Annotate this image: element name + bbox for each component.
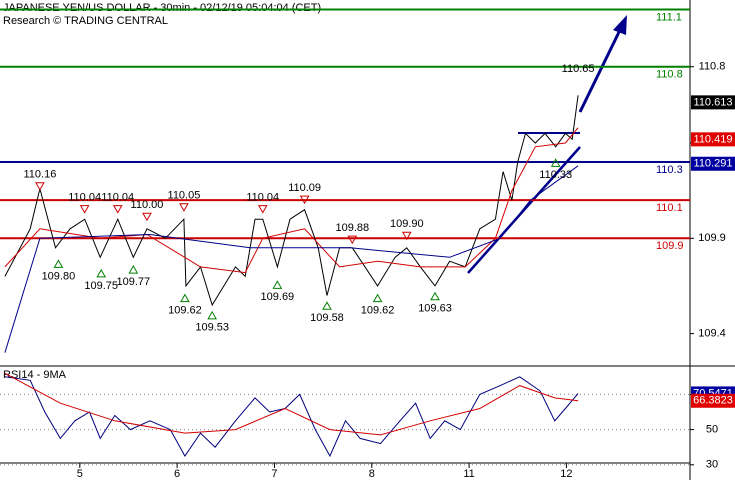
series-line — [4, 165, 579, 353]
level-label: 111.1 — [656, 11, 682, 23]
series-line — [4, 376, 579, 458]
last-value-box — [691, 156, 735, 171]
high-label: 110.04 — [246, 192, 279, 204]
y-tick-label: 50 — [706, 423, 718, 435]
level-label: 109.9 — [656, 240, 684, 252]
high-label: 110.16 — [23, 169, 56, 181]
chart-subtitle: Research © TRADING CENTRAL — [3, 15, 168, 27]
high-marker — [142, 212, 152, 222]
last-value-label: 110.291 — [694, 158, 733, 170]
x-tick-label: 8 — [369, 468, 375, 480]
low-marker — [430, 291, 440, 301]
high-label: 110.05 — [168, 190, 201, 202]
low-label: 109.58 — [310, 312, 344, 324]
high-marker — [179, 203, 189, 212]
high-marker — [35, 182, 45, 191]
y-tick-label: 109.9 — [698, 232, 726, 244]
low-label: 109.62 — [168, 305, 202, 317]
last-value-box — [691, 132, 735, 147]
last-value-label: 66.3823 — [693, 395, 733, 407]
high-marker — [79, 205, 90, 214]
high-label: 110.09 — [288, 182, 321, 194]
last-value-label: 110.613 — [694, 96, 733, 108]
high-marker — [347, 235, 358, 245]
last-value-box — [691, 95, 735, 110]
x-tick-label: 7 — [271, 468, 277, 480]
low-label: 109.80 — [42, 270, 76, 282]
low-label: 109.69 — [261, 291, 295, 303]
y-tick-label: 109.4 — [698, 328, 726, 340]
rsi-title: RSI14 - 9MA — [3, 369, 67, 381]
x-tick-label: 6 — [174, 468, 180, 480]
arrow-head — [613, 15, 627, 35]
low-label: 109.75 — [84, 280, 118, 292]
low-marker — [272, 280, 283, 289]
trend-line — [467, 146, 581, 274]
low-label: 110.33 — [539, 169, 572, 181]
high-label: 110.00 — [131, 199, 164, 211]
high-label: 110.04 — [68, 192, 101, 204]
low-label: 109.53 — [195, 322, 229, 334]
high-label: 110.04 — [101, 192, 134, 204]
low-marker — [372, 293, 383, 303]
last-value-label: 110.419 — [694, 133, 733, 145]
price-label: 110.65 — [562, 63, 595, 75]
series-line — [4, 372, 579, 436]
high-marker — [299, 195, 310, 205]
low-label: 109.62 — [361, 305, 395, 317]
y-tick-label: 30 — [706, 459, 718, 471]
low-marker — [128, 265, 139, 274]
forecast-arrow — [578, 29, 622, 113]
level-label: 110.1 — [656, 202, 683, 214]
level-label: 110.8 — [656, 69, 683, 81]
high-label: 109.88 — [335, 222, 369, 234]
x-tick-label: 5 — [77, 468, 83, 480]
x-tick-label: 11 — [463, 468, 474, 480]
high-marker — [112, 205, 123, 214]
series-line — [4, 127, 579, 274]
low-label: 109.77 — [117, 276, 151, 288]
x-tick-label: 12 — [560, 468, 572, 480]
low-marker — [550, 158, 561, 167]
low-marker — [322, 301, 332, 310]
high-label: 109.90 — [390, 218, 424, 230]
low-marker — [180, 293, 190, 303]
high-marker — [401, 231, 412, 241]
last-value-box — [691, 393, 735, 408]
low-label: 109.63 — [418, 303, 452, 315]
level-label: 110.3 — [656, 164, 683, 176]
low-marker — [207, 310, 218, 320]
low-marker — [96, 268, 107, 278]
high-marker — [257, 205, 268, 214]
y-tick-label: 110.8 — [699, 61, 726, 73]
low-marker — [53, 259, 64, 268]
chart-title: JAPANESE YEN/US DOLLAR - 30min - 02/12/1… — [3, 2, 321, 14]
